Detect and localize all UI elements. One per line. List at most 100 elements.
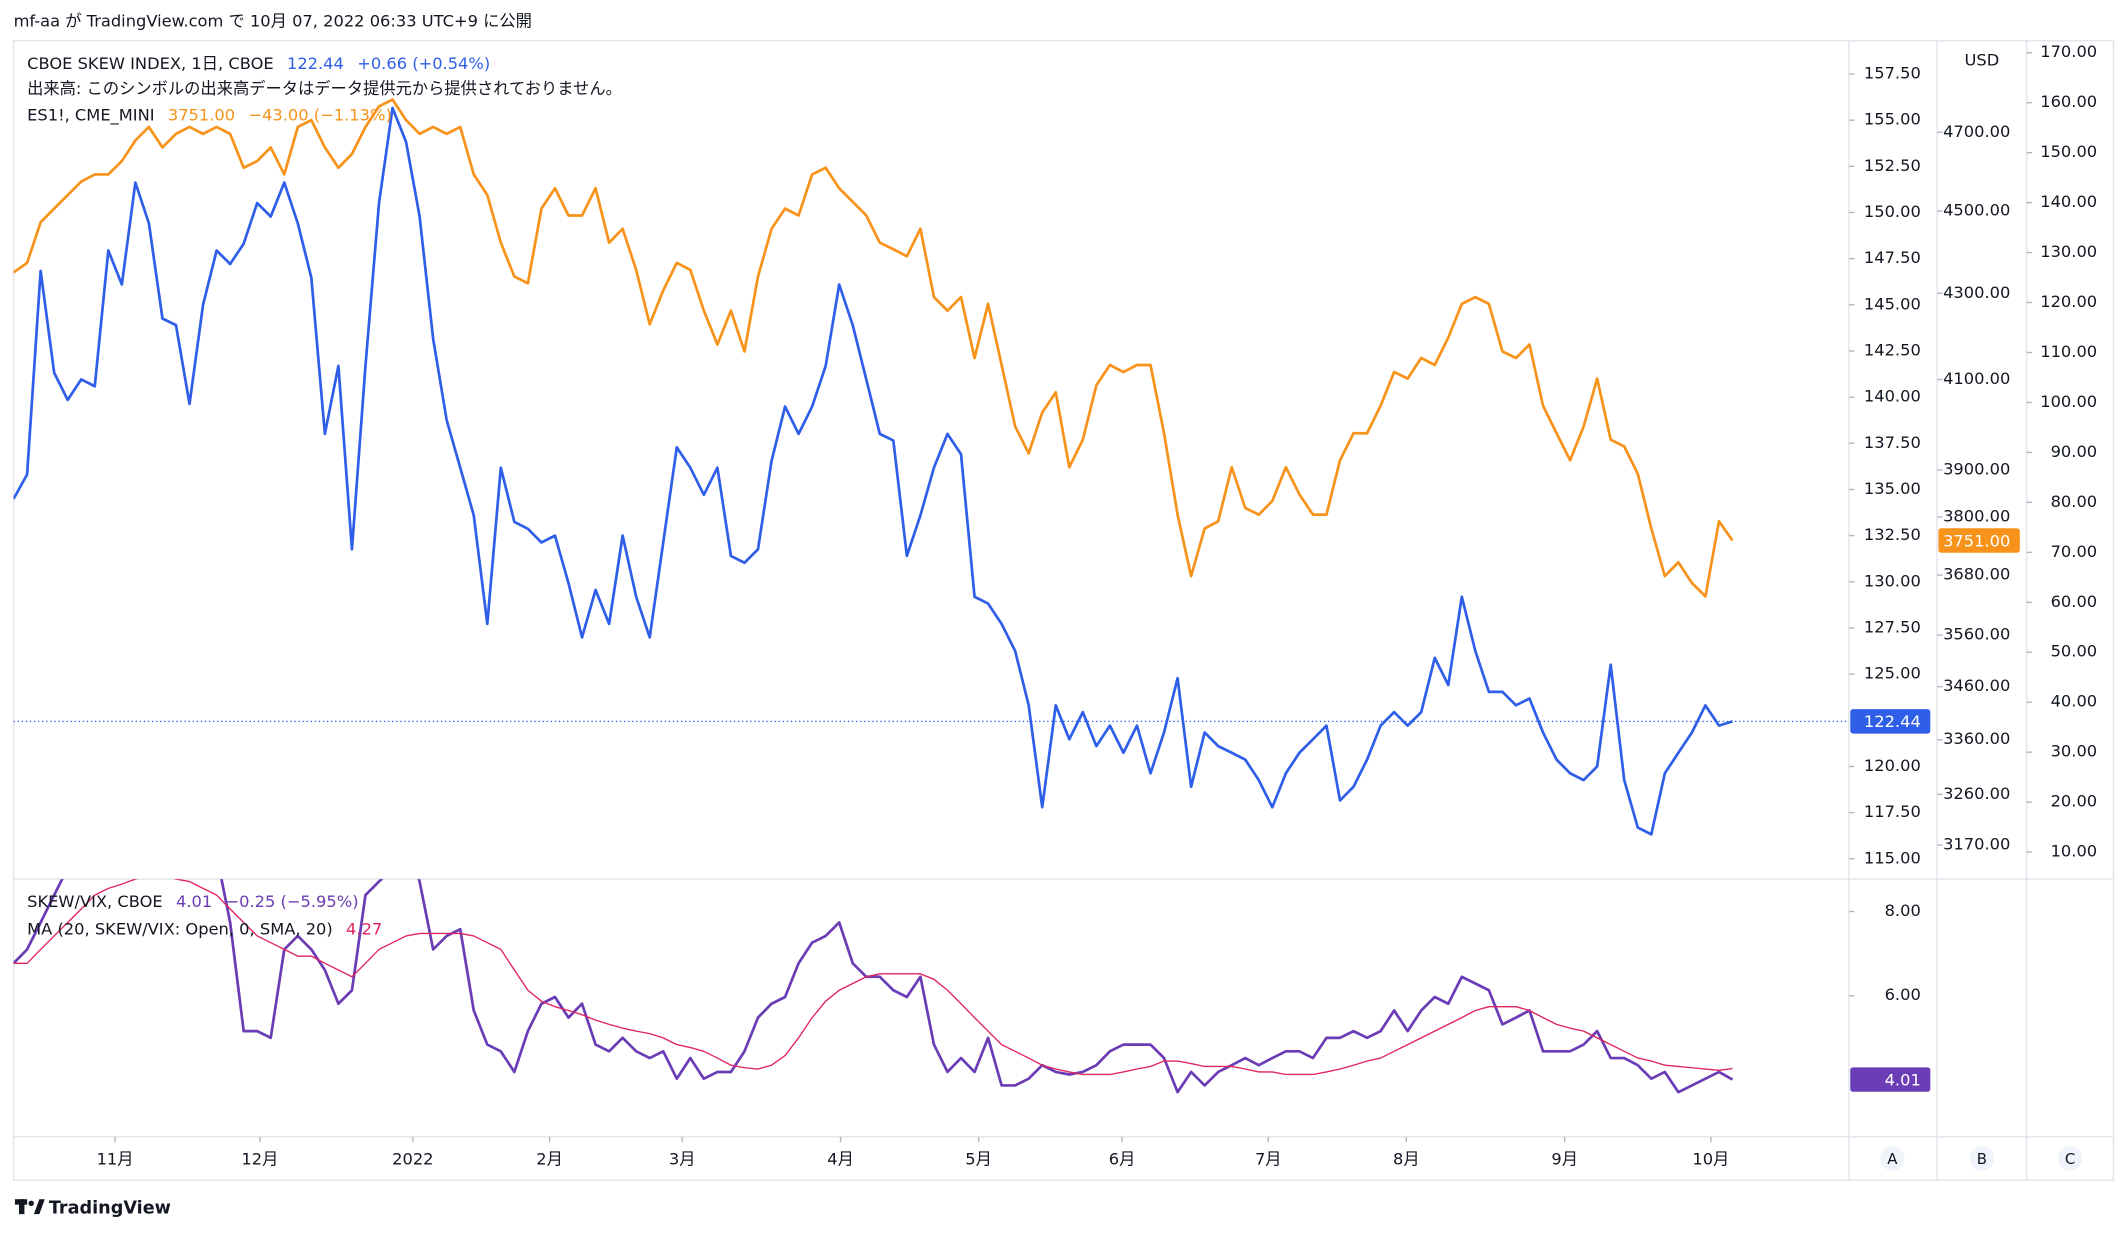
axis-button-label[interactable]: A [1887,1150,1898,1168]
y-tick-label: 3800.00 [1943,507,2010,526]
legend-row: MA (20, SKEW/VIX: Open, 0, SMA, 20) 4.27 [27,919,382,938]
y-tick-label: 90.00 [2051,442,2098,461]
y-tick-label: 150.00 [2040,142,2097,161]
y-tick-label: 125.00 [1864,664,1921,683]
x-tick-label: 2022 [392,1149,433,1168]
legend-last: 122.44 [287,53,344,72]
x-tick-label: 3月 [669,1149,696,1168]
y-tick-label: 100.00 [2040,392,2097,411]
last-price-label: 4.01 [1885,1070,1921,1089]
y-tick-label: 50.00 [2051,642,2098,661]
y-tick-label: 120.00 [1864,756,1921,775]
y-tick-label: 8.00 [1885,901,1921,920]
axis-button-label[interactable]: B [1977,1150,1987,1168]
x-tick-label: 8月 [1393,1149,1420,1168]
pane [13,879,1734,1094]
volume-note: 出来高: このシンボルの出来高データはデータ提供元から提供されておりません。 [27,79,622,98]
x-tick-label: 4月 [827,1149,854,1168]
series-line [13,98,1734,598]
x-tick-label: 9月 [1551,1149,1578,1168]
y-tick-label: 3260.00 [1943,784,2010,803]
logo-mark [18,1199,25,1215]
y-tick-label: 132.50 [1864,525,1921,544]
axis-button[interactable] [1880,1146,1905,1171]
y-tick-label: 110.00 [2040,342,2097,361]
y-tick-label: 3360.00 [1943,729,2010,748]
y-tick-label: 40.00 [2051,692,2098,711]
y-tick-label: 3900.00 [1943,460,2010,479]
x-tick-label: 6月 [1109,1149,1136,1168]
last-price-box [1938,528,2020,553]
y-tick-label: 117.50 [1864,802,1921,821]
y-tick-label: 3680.00 [1943,565,2010,584]
last-price-label: 122.44 [1864,712,1921,731]
y-tick-label: 4100.00 [1943,369,2010,388]
axis-button-label[interactable]: C [2065,1150,2075,1168]
legend-name: MA (20, SKEW/VIX: Open, 0, SMA, 20) [27,919,333,938]
last-price-box [1850,1067,1931,1092]
y-tick-label: 130.00 [2040,242,2097,261]
last-price-box [1850,709,1931,734]
y-tick-label: 137.50 [1864,433,1921,452]
last-price-label: 3751.00 [1943,531,2010,550]
legend-change: −43.00 (−1.13%) [248,105,391,124]
y-tick-label: 127.50 [1864,617,1921,636]
axis-button[interactable] [1969,1146,1995,1171]
legend-last: 3751.00 [168,105,235,124]
y-tick-label: 115.00 [1864,848,1921,867]
y-tick-label: 10.00 [2051,842,2098,861]
series-line [13,106,1733,836]
y-tick-label: 3560.00 [1943,625,2010,644]
publish-header: mf-aa が TradingView.com で 10月 07, 2022 0… [14,11,532,30]
legend-last: 4.27 [346,919,382,938]
legend-row: ES1!, CME_MINI 3751.00 −43.00 (−1.13%) [27,105,392,125]
legend-change: +0.66 (+0.54%) [357,53,490,72]
legend-row: CBOE SKEW INDEX, 1日, CBOE 122.44 +0.66 (… [27,53,490,72]
x-tick-label: 11月 [97,1149,134,1168]
y-tick-label: 20.00 [2051,792,2098,811]
y-tick-label: 170.00 [2040,42,2097,61]
y-tick-label: 157.50 [1864,63,1921,82]
y-tick-label: 4500.00 [1943,201,2010,220]
logo-mark [33,1199,45,1215]
legend-last: 4.01 [176,892,212,911]
logo-mark [28,1200,34,1206]
legend-name: ES1!, CME_MINI [27,105,154,125]
y-tick-label: 70.00 [2051,542,2098,561]
legend-name: SKEW/VIX, CBOE [27,892,163,911]
series-line [13,879,1733,1076]
x-tick-label: 2月 [536,1149,563,1168]
y-tick-label: 152.50 [1864,156,1921,175]
y-tick-label: 4700.00 [1943,122,2010,141]
footer-brand: TradingView [49,1199,171,1219]
y-tick-label: 140.00 [1864,387,1921,406]
y-tick-label: 60.00 [2051,592,2098,611]
y-tick-label: 150.00 [1864,202,1921,221]
x-tick-label: 12月 [241,1149,278,1168]
y-tick-label: 130.00 [1864,571,1921,590]
pane [13,98,1849,836]
y-tick-label: 135.00 [1864,479,1921,498]
series-line [13,879,1734,1094]
y-tick-label: 80.00 [2051,492,2098,511]
y-tick-label: 160.00 [2040,92,2097,111]
legend-row: SKEW/VIX, CBOE 4.01 −0.25 (−5.95%) [27,892,358,911]
x-tick-label: 10月 [1692,1149,1729,1168]
legend-name: CBOE SKEW INDEX, 1日, CBOE [27,53,274,72]
plot-lines [13,98,1849,1094]
y-tick-label: 4300.00 [1943,283,2010,302]
y-tick-label: 120.00 [2040,292,2097,311]
y-tick-label: 3170.00 [1943,835,2010,854]
y-tick-label: 30.00 [2051,742,2098,761]
axis-button[interactable] [2057,1146,2083,1171]
y-tick-label: 142.50 [1864,340,1921,359]
x-tick-label: 5月 [965,1149,992,1168]
legend-change: −0.25 (−5.95%) [226,892,359,911]
y-tick-label: 155.00 [1864,110,1921,129]
logo [14,1199,45,1215]
y-tick-label: 147.50 [1864,248,1921,267]
price-axes: 157.50 155.00 152.50 150.00 147.50 145.00 142.… [97,42,2098,1168]
y-tick-label: 3460.00 [1943,676,2010,695]
currency-label: USD [1964,51,1999,70]
